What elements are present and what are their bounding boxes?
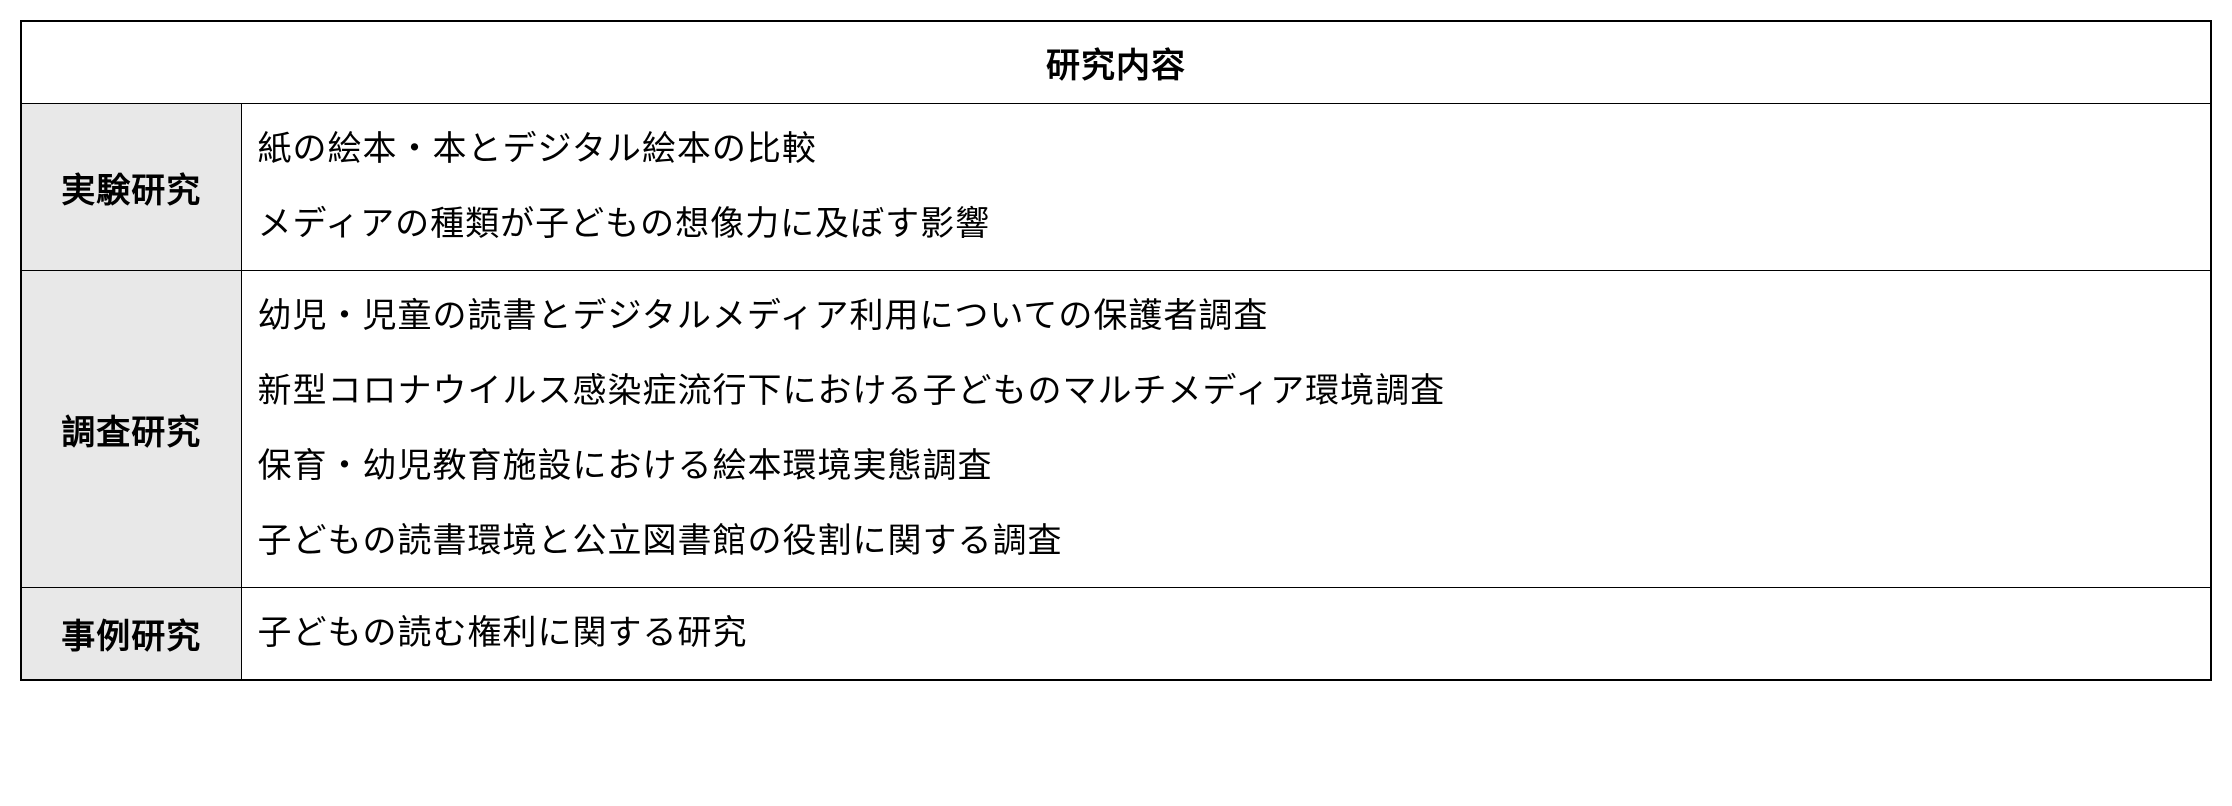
table-header-row: 研究内容	[21, 21, 2211, 104]
table-row: 事例研究 子どもの読む権利に関する研究	[21, 588, 2211, 681]
content-item: 子どもの読書環境と公立図書館の役割に関する調査	[258, 504, 2195, 579]
content-item: 幼児・児童の読書とデジタルメディア利用についての保護者調査	[258, 279, 2195, 354]
content-item: メディアの種類が子どもの想像力に及ぼす影響	[258, 187, 2195, 262]
content-item: 子どもの読む権利に関する研究	[258, 596, 2195, 671]
content-case-study: 子どもの読む権利に関する研究	[241, 588, 2211, 681]
content-experimental: 紙の絵本・本とデジタル絵本の比較 メディアの種類が子どもの想像力に及ぼす影響	[241, 104, 2211, 271]
table-row: 調査研究 幼児・児童の読書とデジタルメディア利用についての保護者調査 新型コロナ…	[21, 271, 2211, 588]
content-item: 保育・幼児教育施設における絵本環境実態調査	[258, 429, 2195, 504]
table-header: 研究内容	[21, 21, 2211, 104]
category-experimental: 実験研究	[21, 104, 241, 271]
table-row: 実験研究 紙の絵本・本とデジタル絵本の比較 メディアの種類が子どもの想像力に及ぼ…	[21, 104, 2211, 271]
content-survey: 幼児・児童の読書とデジタルメディア利用についての保護者調査 新型コロナウイルス感…	[241, 271, 2211, 588]
research-table: 研究内容 実験研究 紙の絵本・本とデジタル絵本の比較 メディアの種類が子どもの想…	[20, 20, 2212, 681]
content-item: 紙の絵本・本とデジタル絵本の比較	[258, 112, 2195, 187]
research-table-container: 研究内容 実験研究 紙の絵本・本とデジタル絵本の比較 メディアの種類が子どもの想…	[20, 20, 2212, 681]
category-case-study: 事例研究	[21, 588, 241, 681]
category-survey: 調査研究	[21, 271, 241, 588]
content-item: 新型コロナウイルス感染症流行下における子どものマルチメディア環境調査	[258, 354, 2195, 429]
